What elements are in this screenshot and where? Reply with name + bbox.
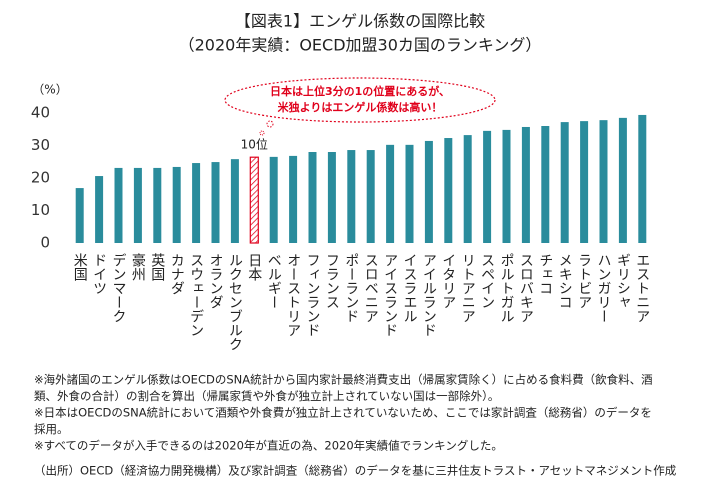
bar	[386, 144, 395, 243]
chart-title: 【図表1】エンゲル係数の国際比較	[235, 12, 485, 31]
x-tick-label: 米国	[72, 253, 88, 281]
x-tick-label: ルクセンブルク	[227, 253, 243, 351]
bar	[502, 129, 511, 243]
bar	[249, 156, 259, 244]
y-tick-label: 0	[40, 234, 50, 252]
bar	[483, 130, 492, 243]
note: ※日本はOECDのSNA統計において酒類や外食費が独立計上されていないため、ここ…	[34, 406, 652, 420]
y-tick-label: 20	[31, 169, 50, 187]
bar	[230, 159, 239, 243]
y-axis-label: （%）	[32, 83, 67, 97]
x-tick-label: メキシコ	[557, 253, 573, 309]
y-tick-label: 40	[31, 104, 50, 122]
x-tick-label: 日本	[246, 253, 262, 281]
x-tick-label: アイルランド	[421, 253, 437, 337]
bar	[289, 155, 298, 243]
callout-dot	[259, 130, 265, 136]
x-tick-label: デンマーク	[111, 253, 127, 323]
x-tick-label: 英国	[149, 252, 165, 281]
bar	[405, 144, 414, 243]
x-tick-label: ポーランド	[343, 253, 359, 323]
x-tick-label: イタリア	[440, 253, 456, 309]
x-tick-label: ギリシャ	[615, 253, 631, 309]
x-tick-label: アイスランド	[382, 253, 398, 337]
bar	[95, 176, 104, 243]
bar	[75, 188, 84, 243]
note: 採用。	[34, 422, 69, 436]
x-tick-label: スロバキア	[518, 253, 534, 323]
bar	[463, 135, 472, 243]
x-tick-label: ベルギー	[266, 253, 282, 309]
note: ※すべてのデータが入手できるのは2020年が直近の為、2020年実績値でランキン…	[34, 439, 503, 453]
x-tick-label: オーストリア	[285, 253, 301, 337]
x-tick-label: スペイン	[479, 253, 495, 309]
y-tick-label: 30	[31, 136, 50, 154]
x-tick-label: ラトビア	[576, 253, 592, 309]
x-tick-label: オランダ	[208, 253, 224, 309]
bar	[269, 156, 278, 243]
bar	[308, 152, 317, 243]
bar	[114, 167, 123, 243]
bar	[521, 126, 530, 243]
x-tick-label: ハンガリー	[596, 253, 612, 323]
x-tick-label: フィンランド	[305, 253, 321, 337]
bar	[347, 150, 356, 243]
note: ※海外諸国のエンゲル係数はOECDのSNA統計から国内家計最終消費支出（帰属家賃…	[34, 373, 653, 387]
bar	[599, 120, 608, 243]
chart-subtitle: （2020年実績：OECD加盟30カ国のランキング）	[179, 36, 542, 55]
x-tick-label: ポルトガル	[499, 253, 515, 323]
bar	[580, 121, 589, 243]
x-tick-label: スウェーデン	[188, 253, 204, 337]
bar	[133, 167, 142, 243]
callout-text: 日本は上位3分の1の位置にあるが、	[270, 84, 450, 98]
bar	[444, 138, 453, 243]
source: （出所）OECD（経済協力開発機構）及び家計調査（総務省）のデータを基に三井住友…	[34, 464, 677, 478]
note: 類、外食の合計）の割合を算出（帰属家賃や外食が独立計上されていない国は一部除外）…	[34, 389, 499, 403]
bar	[172, 166, 181, 243]
bar	[192, 163, 201, 243]
x-tick-label: スロベニア	[363, 253, 379, 323]
bar	[327, 152, 336, 243]
callout-dot	[266, 120, 274, 128]
bar	[153, 167, 162, 243]
annotation: 10位	[241, 137, 268, 152]
y-tick-label: 10	[31, 201, 50, 219]
x-tick-label: 豪州	[130, 253, 146, 281]
x-tick-label: リトアニア	[460, 253, 476, 323]
x-tick-label: エストニア	[634, 253, 650, 323]
x-tick-label: ドイツ	[91, 253, 107, 295]
bar	[366, 150, 375, 243]
x-tick-label: イスラエル	[402, 253, 418, 323]
bar	[424, 140, 433, 243]
callout-text: 米独よりはエンゲル係数は高い！	[277, 100, 443, 114]
callout-bubble	[224, 77, 496, 123]
bar	[541, 126, 550, 243]
x-tick-label: チェコ	[537, 253, 553, 295]
x-tick-label: フランス	[324, 253, 340, 309]
bar	[560, 122, 569, 243]
bar	[638, 114, 647, 243]
bar	[618, 117, 627, 243]
x-tick-label: カナダ	[169, 253, 185, 295]
bar	[211, 162, 220, 243]
